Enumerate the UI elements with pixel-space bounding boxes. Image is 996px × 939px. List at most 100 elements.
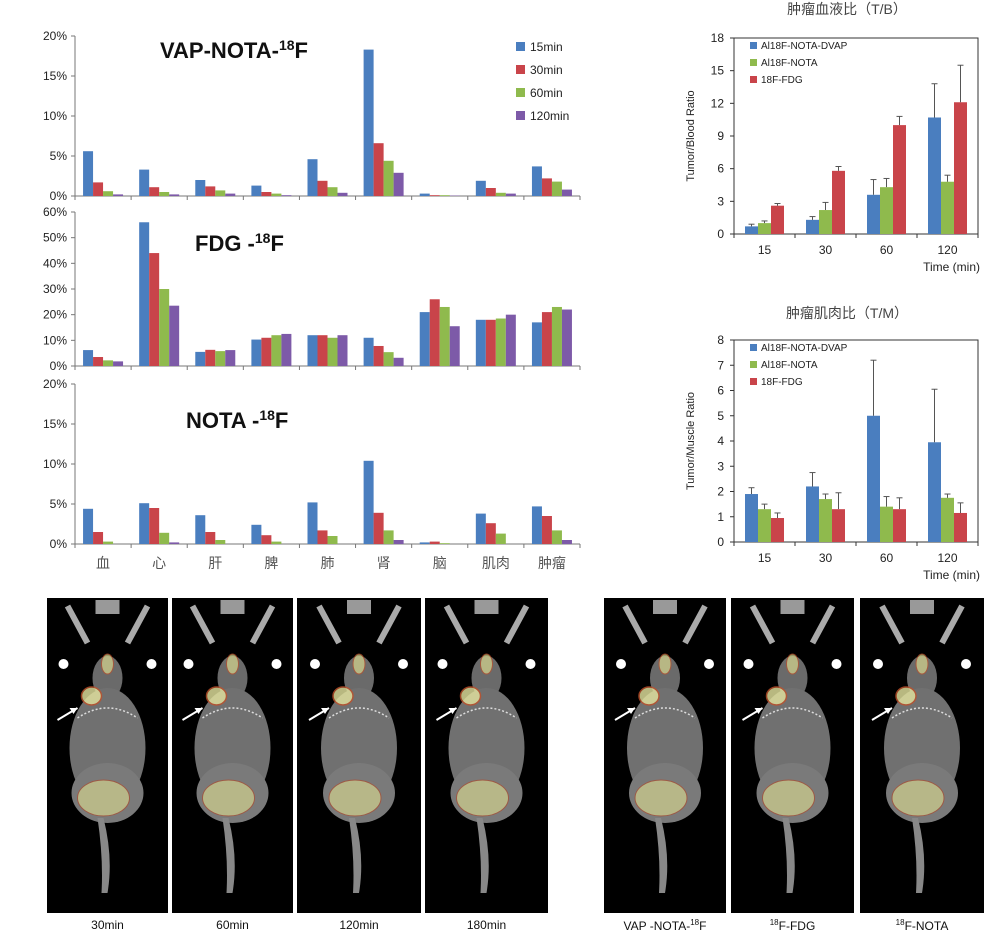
bar-120min-心 — [169, 194, 180, 196]
bar-60min-肾 — [383, 160, 394, 196]
caption-fdg: 18F-FDG — [769, 918, 816, 933]
bar-120min-心 — [169, 542, 180, 544]
bar-60min-肝 — [215, 540, 226, 544]
bar-18F-FDG-60 — [893, 509, 906, 542]
bar-60min-肾 — [383, 352, 394, 366]
holder-clip — [780, 600, 805, 614]
category-label: 肝 — [208, 555, 222, 571]
holder-clip — [220, 600, 245, 614]
tumor-muscle-title: 肿瘤肌肉比（T/M） — [786, 305, 908, 321]
bar-15min-心 — [139, 169, 150, 196]
bladder-uptake — [762, 779, 815, 817]
tumor-blood-chart: 肿瘤血液比（T/B） 0 3 6 9 12 15 18 15 30 60 120 Time (min) T… — [685, 1, 980, 274]
arrow-head-icon — [321, 708, 329, 714]
y-tick-label: 0% — [50, 189, 68, 203]
bar-60min-肾 — [383, 530, 394, 544]
bar-18F-FDG-30 — [832, 509, 845, 542]
legend-swatch — [516, 65, 525, 74]
holder-clip — [95, 600, 120, 614]
bar-60min-肌肉 — [495, 318, 506, 366]
legend-label: Al18F-NOTA-DVAP — [761, 343, 848, 354]
legend-label: 15min — [530, 40, 563, 54]
bar-120min-肾 — [393, 540, 404, 544]
legend-label: 120min — [530, 109, 569, 123]
chart-title: VAP-NOTA-18F — [160, 37, 308, 63]
holder-arms — [443, 604, 530, 645]
category-label: 肺 — [321, 555, 335, 571]
tumor-blood-title: 肿瘤血液比（T/B） — [787, 1, 907, 17]
holder-clip — [347, 600, 371, 614]
bar-15min-肝 — [195, 180, 206, 196]
y-tick-label: 8 — [717, 333, 724, 347]
head-uptake — [658, 653, 672, 675]
x-tick-label: 30 — [819, 551, 833, 565]
bar-30min-脑 — [429, 541, 440, 544]
tail — [655, 818, 668, 893]
bar-15min-肌肉 — [475, 513, 486, 544]
head — [92, 656, 123, 700]
bar-Al18F-NOTA-DVAP-120 — [928, 442, 941, 542]
bar-60min-脑 — [439, 543, 450, 544]
bar-15min-肿瘤 — [531, 166, 542, 196]
bar-120min-肺 — [337, 335, 348, 366]
bar-30min-肾 — [373, 143, 384, 196]
petct-scan-image — [308, 600, 408, 893]
caption-60min: 60min — [216, 918, 249, 932]
category-label: 肌肉 — [482, 555, 510, 571]
fiducial-marker — [58, 659, 69, 669]
petct-panel-120min — [297, 598, 421, 913]
bar-18F-FDG-120 — [954, 512, 967, 542]
holder-clip — [653, 600, 677, 614]
y-tick-label: 6 — [717, 162, 724, 176]
x-unit-label: Time (min) — [923, 260, 980, 274]
x-tick-label: 60 — [880, 243, 894, 257]
legend-label: 30min — [530, 63, 563, 77]
fiducial-marker — [743, 659, 754, 669]
holder-arms — [622, 604, 708, 645]
bar-15min-心 — [139, 222, 150, 366]
bar-18F-FDG-15 — [771, 205, 784, 234]
bar-30min-肺 — [317, 335, 328, 366]
bar-15min-肌肉 — [475, 180, 486, 196]
head-uptake — [226, 653, 239, 675]
bar-60min-肺 — [327, 187, 338, 196]
y-tick-label: 20% — [43, 377, 67, 391]
bar-30min-血 — [93, 532, 104, 544]
bar-60min-脾 — [271, 335, 282, 366]
bar-60min-肝 — [215, 351, 226, 366]
bar-15min-肾 — [363, 49, 374, 196]
bar-120min-肌肉 — [505, 193, 516, 196]
bar-Al18F-NOTA-15 — [758, 223, 771, 234]
y-tick-label: 50% — [43, 231, 67, 245]
bar-Al18F-NOTA-DVAP-15 — [745, 494, 758, 542]
bar-15min-脑 — [419, 542, 430, 544]
bar-30min-心 — [149, 253, 160, 366]
bar-Al18F-NOTA-DVAP-30 — [806, 486, 819, 542]
biodist-legend: 15min 30min 60min 120min — [516, 40, 569, 123]
y-tick-label: 10% — [43, 333, 67, 347]
category-label: 血 — [96, 555, 110, 571]
bar-60min-心 — [159, 532, 170, 544]
legend-label: Al18F-NOTA — [761, 360, 818, 371]
legend-swatch — [750, 378, 757, 385]
bladder-uptake — [202, 779, 255, 817]
fiducial-marker — [398, 659, 408, 669]
legend-label: 60min — [530, 86, 563, 100]
bar-120min-脾 — [281, 195, 292, 196]
bladder-uptake — [328, 779, 382, 817]
bladder-uptake — [891, 779, 945, 817]
bar-60min-肿瘤 — [551, 306, 562, 366]
holder-arms — [64, 604, 151, 645]
petct-panel-60min — [172, 598, 293, 913]
x-tick-label: 120 — [937, 551, 957, 565]
bar-30min-肺 — [317, 530, 328, 544]
petct-panel-30min — [47, 598, 168, 913]
tumor-uptake — [205, 686, 228, 706]
y-tick-label: 15 — [711, 64, 725, 78]
bar-30min-肺 — [317, 180, 328, 196]
bar-15min-脑 — [419, 193, 430, 196]
chart-title: FDG -18F — [195, 230, 284, 256]
bar-15min-肌肉 — [475, 319, 486, 366]
head-uptake — [786, 653, 799, 675]
bar-Al18F-NOTA-60 — [880, 187, 893, 234]
